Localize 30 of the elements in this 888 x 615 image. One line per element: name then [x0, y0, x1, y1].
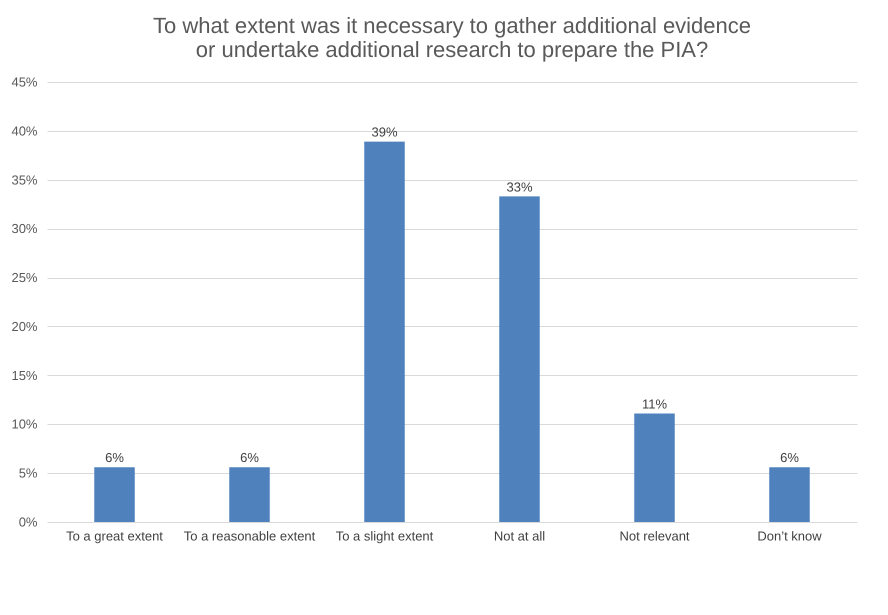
y-tick-label: 0% [18, 514, 38, 530]
y-tick-label: 25% [11, 270, 38, 286]
x-tick-label: To a reasonable extent [184, 528, 316, 544]
data-label: 6% [240, 450, 260, 466]
bar [94, 467, 135, 522]
bar [499, 196, 540, 522]
bar [634, 413, 675, 522]
x-tick-label: To a great extent [66, 528, 164, 544]
text: or undertake additional research to prepare the PIA? [196, 37, 708, 62]
y-tick-label: 15% [11, 368, 38, 383]
bar [229, 467, 270, 522]
y-tick-label: 35% [11, 172, 38, 188]
y-tick-label: 40% [11, 123, 38, 138]
data-label: 6% [105, 450, 124, 466]
x-tick-label: Not at all [494, 528, 546, 544]
y-tick-label: 5% [18, 466, 38, 481]
x-tick-label: Don’t know [757, 528, 822, 544]
y-tick-label: 10% [11, 416, 38, 432]
y-tick-label: 30% [11, 221, 38, 236]
data-label: 6% [780, 450, 800, 466]
data-label: 11% [642, 396, 668, 412]
y-tick-label: 45% [11, 74, 38, 90]
x-tick-label: To a slight extent [336, 528, 434, 544]
data-label: 39% [371, 124, 398, 140]
bar [364, 142, 405, 522]
text: To what extent was it necessary to gather additional evidence [152, 13, 752, 38]
y-tick-label: 20% [11, 318, 38, 334]
data-label: 33% [506, 179, 533, 194]
bar [769, 467, 810, 522]
x-tick-label: Not relevant [619, 528, 690, 544]
